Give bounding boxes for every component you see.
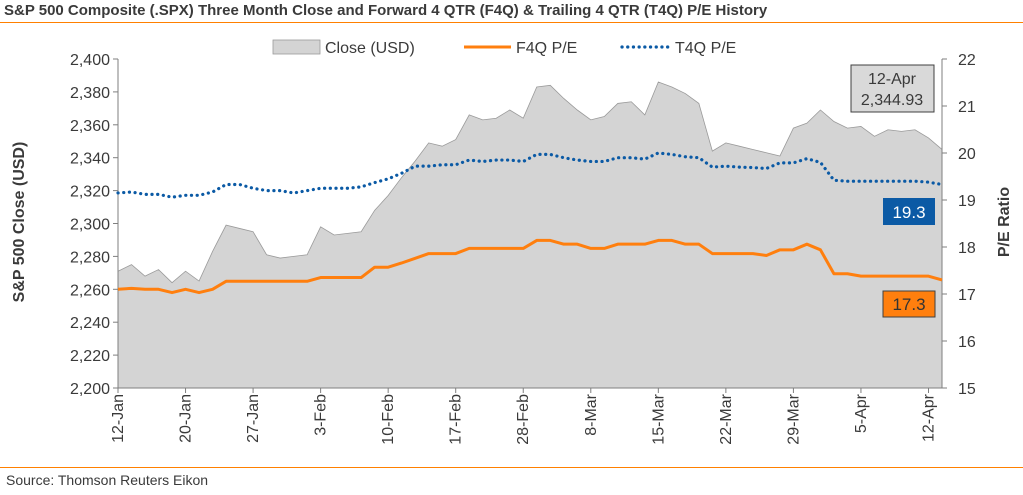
x-tick-label: 8-Mar — [583, 393, 600, 435]
axis-labels-layer: 2,200 2,220 2,240 2,260 2,280 2,300 2,320 2,340… — [11, 52, 1013, 445]
x-tick-label: 15-Mar — [650, 393, 667, 444]
y-left-tick-label: 2,300 — [70, 217, 110, 234]
y-right-tick-label: 21 — [958, 99, 976, 116]
y-left-axis-title: S&P 500 Close (USD) — [11, 142, 28, 303]
x-tick-label: 29-Mar — [785, 393, 802, 444]
t4q-last-callout-value: 19.3 — [892, 203, 925, 222]
x-tick-label: 3-Feb — [313, 394, 330, 436]
legend-label-t4q: T4Q P/E — [675, 40, 736, 57]
x-tick-label: 17-Feb — [448, 394, 465, 445]
y-right-tick-label: 22 — [958, 52, 976, 69]
f4q-last-callout — [882, 290, 936, 318]
y-right-tick-label: 20 — [958, 146, 976, 163]
close-last-callout-date: 12-Apr — [868, 71, 917, 88]
y-left-tick-label: 2,240 — [70, 315, 110, 332]
x-tick-label: 27-Jan — [245, 394, 262, 443]
x-tick-label: 28-Feb — [515, 394, 532, 445]
y-left-tick-label: 2,400 — [70, 52, 110, 69]
y-left-tick-label: 2,340 — [70, 151, 110, 168]
annotations-layer: 12-Apr 2,344.93 19.3 17.3 — [850, 64, 936, 318]
axes-layer — [113, 58, 947, 393]
pe-lines-layer — [116, 151, 944, 295]
y-left-tick-label: 2,260 — [70, 282, 110, 299]
chart-plot-area: 2,200 2,220 2,240 2,260 2,280 2,300 2,320 2,340… — [11, 39, 1013, 445]
close-area-layer — [117, 81, 943, 388]
bottom-rule — [0, 467, 1023, 468]
y-left-tick-label: 2,280 — [70, 249, 110, 266]
close-area — [118, 82, 942, 388]
close-area-outline — [117, 81, 943, 284]
legend: Close (USD) F4Q P/E T4Q P/E — [272, 39, 736, 57]
y-left-tick-label: 2,320 — [70, 184, 110, 201]
t4q-line — [116, 151, 944, 199]
x-tick-label: 5-Apr — [853, 393, 870, 433]
close-last-callout-value: 2,344.93 — [861, 92, 923, 109]
y-right-axis-title: P/E Ratio — [996, 187, 1013, 257]
chart-title: S&P 500 Composite (.SPX) Three Month Clo… — [4, 2, 768, 19]
y-right-tick-label: 17 — [958, 287, 976, 304]
source-note: Source: Thomson Reuters Eikon — [6, 472, 209, 488]
close-last-callout — [850, 64, 935, 113]
x-tick-label: 12-Apr — [920, 393, 937, 442]
y-left-tick-label: 2,200 — [70, 381, 110, 398]
f4q-line — [117, 238, 943, 295]
x-tick-label: 22-Mar — [718, 393, 735, 444]
y-left-tick-label: 2,360 — [70, 118, 110, 135]
y-left-tick-label: 2,220 — [70, 348, 110, 365]
y-left-tick-label: 2,380 — [70, 85, 110, 102]
x-tick-label: 20-Jan — [178, 394, 195, 443]
title-rule — [0, 22, 1023, 23]
t4q-last-callout — [883, 198, 935, 225]
y-right-tick-label: 19 — [958, 193, 976, 210]
y-right-tick-label: 15 — [958, 381, 976, 398]
legend-swatch-close — [272, 39, 321, 55]
y-right-tick-label: 16 — [958, 334, 976, 351]
x-tick-label: 10-Feb — [380, 394, 397, 445]
y-right-tick-label: 18 — [958, 240, 976, 257]
f4q-last-callout-value: 17.3 — [892, 295, 925, 314]
x-tick-label: 12-Jan — [110, 394, 127, 443]
legend-label-f4q: F4Q P/E — [516, 40, 577, 57]
legend-label-close: Close (USD) — [325, 40, 415, 57]
